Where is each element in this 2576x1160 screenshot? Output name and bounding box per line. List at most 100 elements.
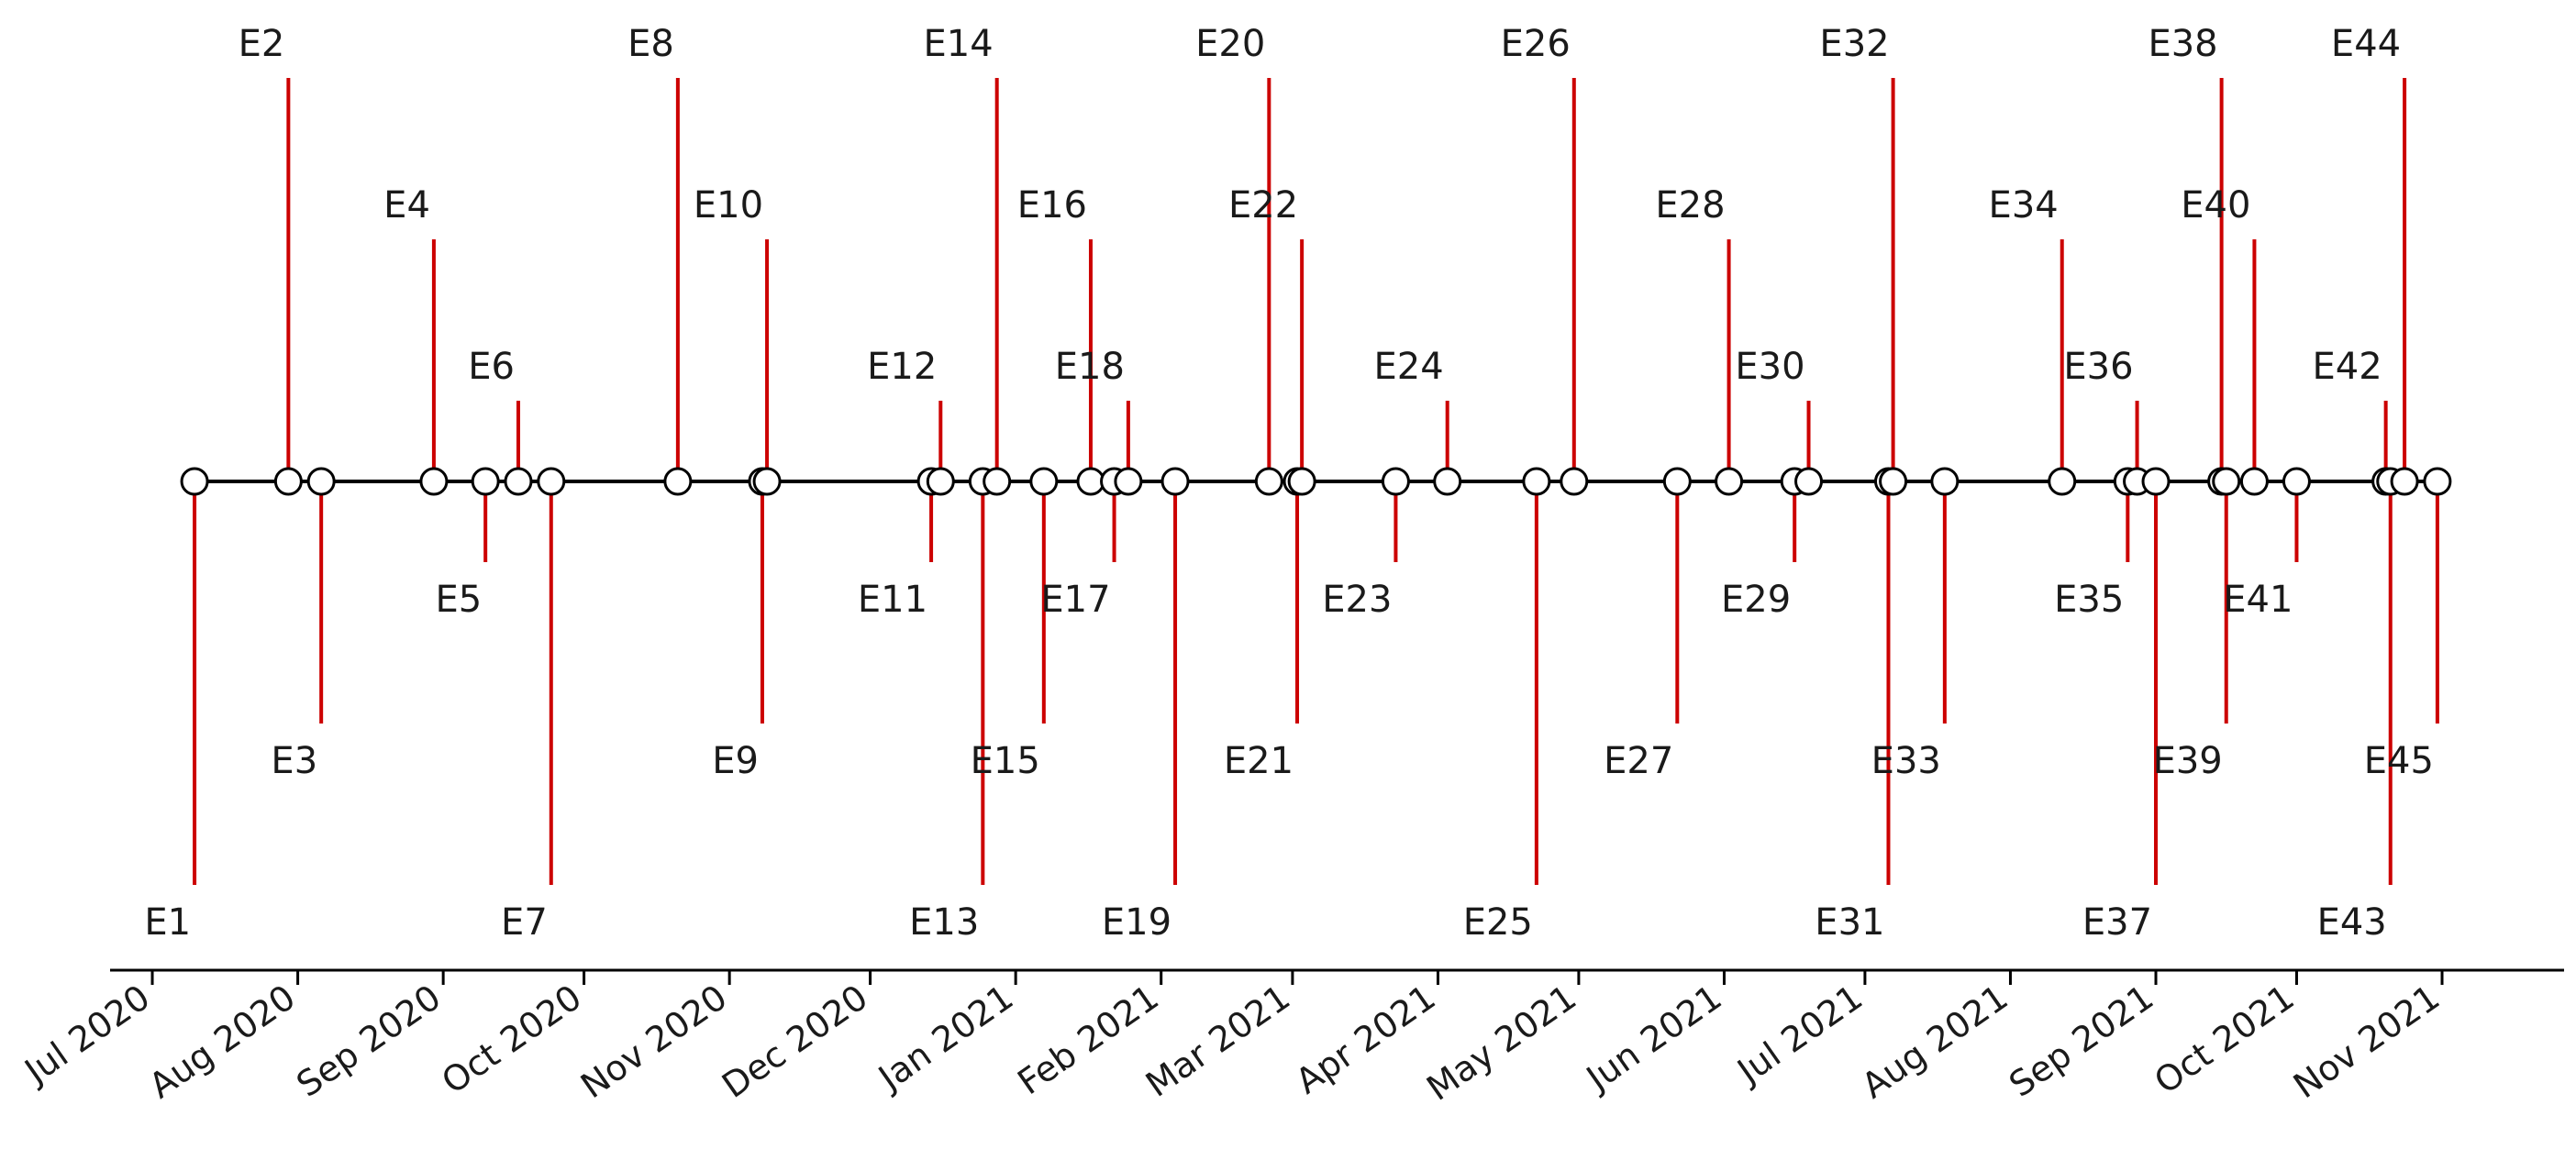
- stems-layer: [193, 78, 2439, 885]
- event-marker-e27: [1662, 467, 1692, 496]
- x-tick-label: Jan 2021: [870, 977, 1020, 1099]
- event-marker-e30: [1794, 467, 1824, 496]
- x-tick-label: Dec 2020: [715, 977, 875, 1106]
- x-tick-label: Aug 2020: [142, 977, 303, 1106]
- event-label-e26: E26: [1501, 23, 1571, 65]
- x-tick-label: Jun 2021: [1578, 977, 1729, 1099]
- event-label-e17: E17: [1040, 579, 1110, 621]
- event-label-e31: E31: [1815, 901, 1884, 944]
- event-label-e28: E28: [1655, 184, 1725, 226]
- event-label-e18: E18: [1055, 346, 1125, 388]
- event-label-e35: E35: [2054, 579, 2124, 621]
- event-marker-e23: [1381, 467, 1410, 496]
- event-label-e16: E16: [1017, 184, 1087, 226]
- x-tick-label: Oct 2020: [435, 977, 589, 1101]
- event-marker-e22: [1287, 467, 1316, 496]
- event-label-e40: E40: [2181, 184, 2250, 226]
- x-tick-label: Nov 2021: [2286, 977, 2447, 1106]
- x-tick-label: Aug 2021: [1854, 977, 2015, 1106]
- event-label-e5: E5: [435, 579, 482, 621]
- event-marker-e37: [2141, 467, 2171, 496]
- event-marker-e14: [983, 467, 1012, 496]
- event-label-e6: E6: [468, 346, 515, 388]
- event-marker-e10: [752, 467, 782, 496]
- event-label-e38: E38: [2148, 23, 2217, 65]
- event-label-e42: E42: [2312, 346, 2382, 388]
- event-marker-e20: [1254, 467, 1283, 496]
- event-label-e36: E36: [2063, 346, 2133, 388]
- event-label-e20: E20: [1195, 23, 1265, 65]
- event-label-e15: E15: [971, 740, 1040, 782]
- event-label-e25: E25: [1463, 901, 1533, 944]
- event-label-e39: E39: [2153, 740, 2223, 782]
- event-marker-e3: [306, 467, 336, 496]
- event-marker-e39: [2212, 467, 2241, 496]
- x-tick-label: Sep 2020: [289, 977, 448, 1105]
- event-label-e19: E19: [1102, 901, 1171, 944]
- event-marker-e15: [1029, 467, 1059, 496]
- event-label-e14: E14: [924, 23, 994, 65]
- event-label-e3: E3: [271, 740, 317, 782]
- x-tick-label: May 2021: [1419, 977, 1583, 1109]
- event-label-e9: E9: [712, 740, 759, 782]
- event-marker-e32: [1879, 467, 1908, 496]
- event-marker-e24: [1433, 467, 1462, 496]
- event-label-e7: E7: [501, 901, 548, 944]
- markers-layer: [180, 467, 2452, 496]
- event-label-e45: E45: [2364, 740, 2434, 782]
- event-label-e37: E37: [2082, 901, 2152, 944]
- event-label-e23: E23: [1322, 579, 1392, 621]
- event-label-e30: E30: [1735, 346, 1804, 388]
- event-label-e10: E10: [694, 184, 763, 226]
- x-tick-label: Mar 2021: [1138, 977, 1297, 1105]
- event-marker-e7: [537, 467, 566, 496]
- x-tick-label: Feb 2021: [1010, 977, 1165, 1102]
- event-marker-e8: [663, 467, 693, 496]
- event-marker-e34: [2048, 467, 2077, 496]
- event-marker-e41: [2282, 467, 2311, 496]
- event-marker-e26: [1560, 467, 1589, 496]
- event-marker-e4: [419, 467, 449, 496]
- event-marker-e33: [1930, 467, 1960, 496]
- event-label-e21: E21: [1224, 740, 1294, 782]
- event-marker-e19: [1160, 467, 1190, 496]
- event-label-e12: E12: [867, 346, 937, 388]
- event-label-e44: E44: [2331, 23, 2401, 65]
- event-label-e34: E34: [1989, 184, 2059, 226]
- x-tick-label: Nov 2020: [573, 977, 734, 1106]
- event-label-e4: E4: [383, 184, 430, 226]
- event-marker-e1: [180, 467, 209, 496]
- x-tick-label: Jul 2021: [1729, 977, 1871, 1092]
- event-marker-e5: [471, 467, 500, 496]
- event-label-e33: E33: [1871, 740, 1941, 782]
- event-label-e8: E8: [627, 23, 674, 65]
- event-marker-e18: [1114, 467, 1143, 496]
- x-tick-label: Apr 2021: [1288, 977, 1442, 1101]
- event-marker-e44: [2390, 467, 2419, 496]
- x-tick-label: Oct 2021: [2147, 977, 2301, 1101]
- event-marker-e25: [1522, 467, 1551, 496]
- event-label-e2: E2: [239, 23, 285, 65]
- event-label-e29: E29: [1721, 579, 1791, 621]
- x-tick-label: Jul 2020: [17, 977, 158, 1092]
- event-label-e11: E11: [858, 579, 927, 621]
- event-label-e13: E13: [909, 901, 979, 944]
- event-label-e24: E24: [1374, 346, 1444, 388]
- event-marker-e28: [1715, 467, 1744, 496]
- event-marker-e12: [926, 467, 955, 496]
- event-label-e22: E22: [1228, 184, 1298, 226]
- event-label-e27: E27: [1604, 740, 1673, 782]
- event-marker-e2: [273, 467, 303, 496]
- event-label-e1: E1: [144, 901, 191, 944]
- event-marker-e45: [2423, 467, 2452, 496]
- event-label-e41: E41: [2223, 579, 2293, 621]
- event-marker-e40: [2239, 467, 2269, 496]
- event-labels-layer: E1 E2 E3 E4 E5 E6 E7 E8 E9 E10 E11 E12 E13 E14 E15 E16 E…: [144, 23, 2434, 944]
- event-marker-e6: [504, 467, 533, 496]
- event-label-e43: E43: [2317, 901, 2387, 944]
- event-marker-e16: [1076, 467, 1105, 496]
- event-label-e32: E32: [1819, 23, 1889, 65]
